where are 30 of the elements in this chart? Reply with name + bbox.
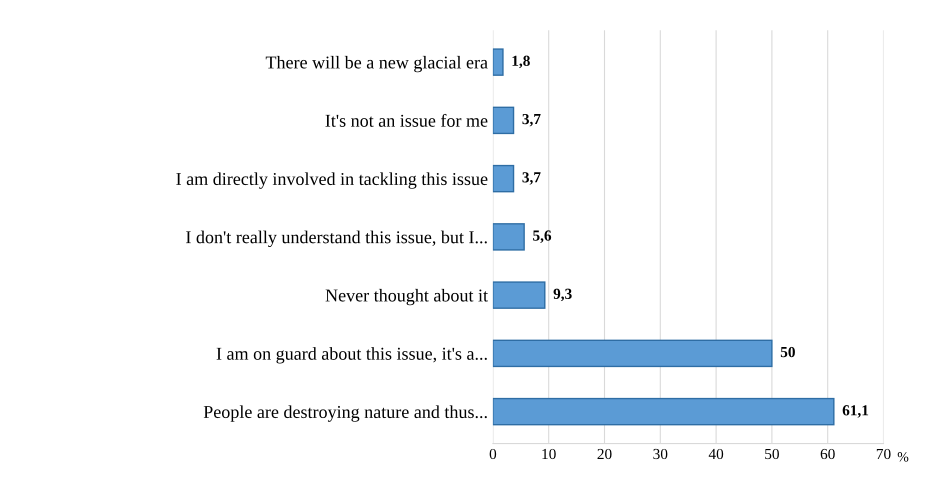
x-tick-label: 20 [598, 448, 612, 460]
x-axis-title: % [898, 452, 908, 462]
x-tick-label: 70 [876, 448, 891, 460]
y-tick-label: It's not an issue for me [325, 114, 488, 127]
x-tick-label: 30 [653, 448, 668, 460]
bar [492, 223, 525, 251]
x-tick-label: 50 [765, 448, 779, 460]
x-tick-label: 40 [708, 448, 724, 460]
bar [492, 398, 835, 426]
data-label: 3,7 [522, 114, 541, 126]
data-label: 9,3 [554, 288, 572, 302]
data-label: 5,6 [533, 230, 552, 243]
x-tick-label: 10 [542, 448, 556, 460]
x-tick-label: 60 [820, 448, 835, 460]
bar [492, 340, 773, 368]
x-tick-label: 0 [490, 448, 496, 460]
data-label: 1,8 [512, 56, 530, 68]
y-tick-label: People are destroying nature and thus... [204, 405, 487, 422]
y-tick-label: Never thought about it [326, 288, 488, 306]
bar [492, 48, 504, 76]
data-label: 61,1 [842, 405, 868, 418]
bar [492, 106, 514, 134]
data-label: 3,7 [522, 172, 541, 185]
y-tick-label: There will be a new glacial era [266, 56, 488, 72]
y-tick-label: I am directly involved in tackling this issue [176, 172, 488, 189]
data-label: 50 [780, 346, 795, 358]
bar [492, 164, 514, 192]
bar [492, 281, 546, 309]
y-tick-label: I am on guard about this issue, it's a... [216, 347, 487, 364]
y-tick-label: I don't really understand this issue, but I... [186, 230, 487, 248]
